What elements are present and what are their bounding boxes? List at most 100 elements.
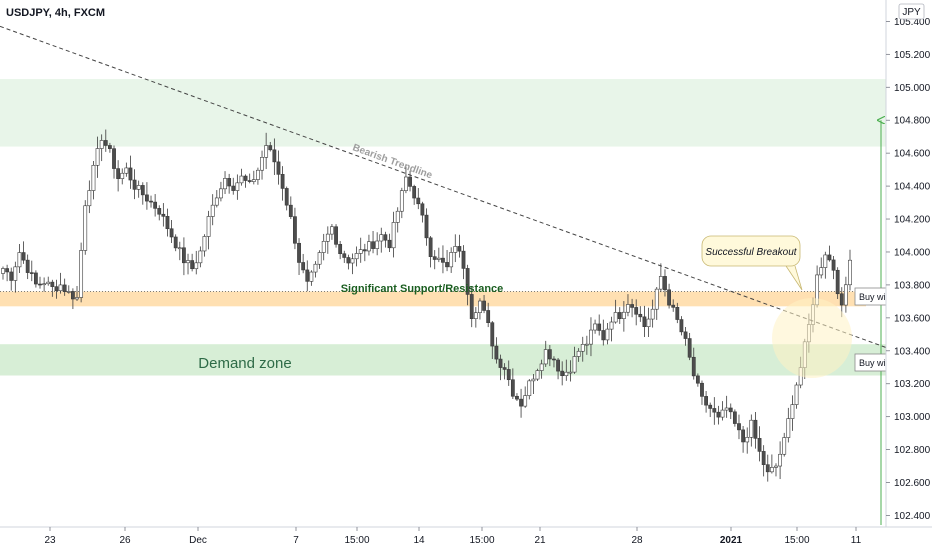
candle (552, 358, 556, 361)
breakout-circle (772, 298, 852, 378)
candle (416, 197, 421, 205)
candle (671, 304, 676, 308)
candle (436, 257, 441, 260)
candle (737, 423, 741, 431)
candle (543, 349, 548, 365)
candle (457, 246, 462, 252)
candle (219, 188, 223, 199)
price-axis[interactable] (886, 0, 932, 550)
candle (5, 268, 10, 273)
candle (13, 266, 18, 281)
candle (21, 252, 26, 261)
candle (70, 291, 75, 300)
candle (169, 228, 174, 238)
candle (469, 294, 474, 319)
candle (589, 329, 593, 345)
candle (231, 185, 236, 191)
candle (654, 288, 659, 310)
candle (835, 269, 840, 295)
candle (108, 145, 112, 149)
candle (284, 188, 289, 206)
candle (473, 312, 478, 319)
trendline-label: Bearish Trendline (351, 142, 434, 181)
y-tick-label: 103.600 (894, 313, 931, 324)
candle (617, 312, 622, 319)
candle (29, 272, 34, 274)
candle (256, 169, 260, 180)
candle (482, 300, 486, 311)
candle (432, 256, 437, 260)
candle (609, 321, 614, 330)
candle (749, 419, 754, 438)
candle (260, 157, 264, 171)
candle (1, 268, 5, 274)
support-resistance-zone (0, 291, 866, 307)
candle (149, 200, 153, 203)
bearish-trendline (0, 25, 887, 348)
candle (478, 300, 482, 313)
candle (62, 284, 67, 292)
candle (42, 283, 47, 286)
y-tick-label: 104.800 (894, 116, 931, 127)
candle (140, 185, 145, 196)
candle (449, 252, 454, 268)
time-axis[interactable] (0, 527, 886, 550)
y-ticks: 102.400 102.600 102.800 103.000 103.200 103.4… (886, 17, 931, 522)
demand-zone (0, 344, 886, 376)
candle (153, 201, 158, 209)
candle (769, 467, 774, 473)
candle (161, 213, 166, 217)
candle (539, 363, 544, 371)
x-tick-label: 15:00 (469, 535, 494, 546)
candle (383, 234, 388, 241)
candle (663, 276, 667, 291)
candle (510, 379, 515, 397)
candle (120, 172, 125, 179)
candle (75, 297, 79, 300)
candle (305, 269, 310, 282)
candle (560, 370, 565, 377)
buy-label-1: Buy win (859, 292, 891, 302)
buy-label-2-box: Buy win (854, 353, 891, 372)
candle (235, 182, 240, 191)
candle (683, 331, 688, 339)
candle (367, 241, 371, 252)
support-label: Significant Support/Resistance (341, 283, 504, 295)
candle (313, 263, 318, 273)
supply-zone (0, 79, 886, 147)
candle (95, 148, 100, 166)
candle (724, 407, 729, 411)
candle (182, 247, 186, 264)
candle (774, 465, 778, 468)
candle (354, 253, 359, 260)
candle (819, 267, 824, 276)
candle (531, 378, 536, 382)
candle (91, 164, 96, 191)
candle (50, 281, 55, 287)
candle (634, 307, 639, 315)
candle (691, 356, 696, 377)
candle (350, 258, 355, 264)
y-tick-label: 103.800 (894, 280, 931, 291)
x-tick-label: 23 (44, 535, 56, 546)
candle (243, 175, 248, 181)
candle (626, 304, 630, 313)
y-tick-label: 104.600 (894, 149, 931, 160)
candle (782, 437, 787, 455)
x-tick-label: 15:00 (784, 535, 809, 546)
demand-label: Demand zone (198, 355, 291, 372)
candle (700, 382, 704, 397)
candle (391, 222, 396, 249)
candle (198, 250, 203, 264)
candle (87, 190, 92, 207)
candle (280, 174, 285, 189)
candle (593, 323, 597, 331)
candle (165, 216, 170, 230)
candle (38, 283, 42, 286)
candle (720, 409, 725, 418)
y-tick-label: 105.000 (894, 83, 931, 94)
candle (379, 234, 384, 242)
candle (116, 168, 121, 179)
candle (9, 271, 14, 281)
